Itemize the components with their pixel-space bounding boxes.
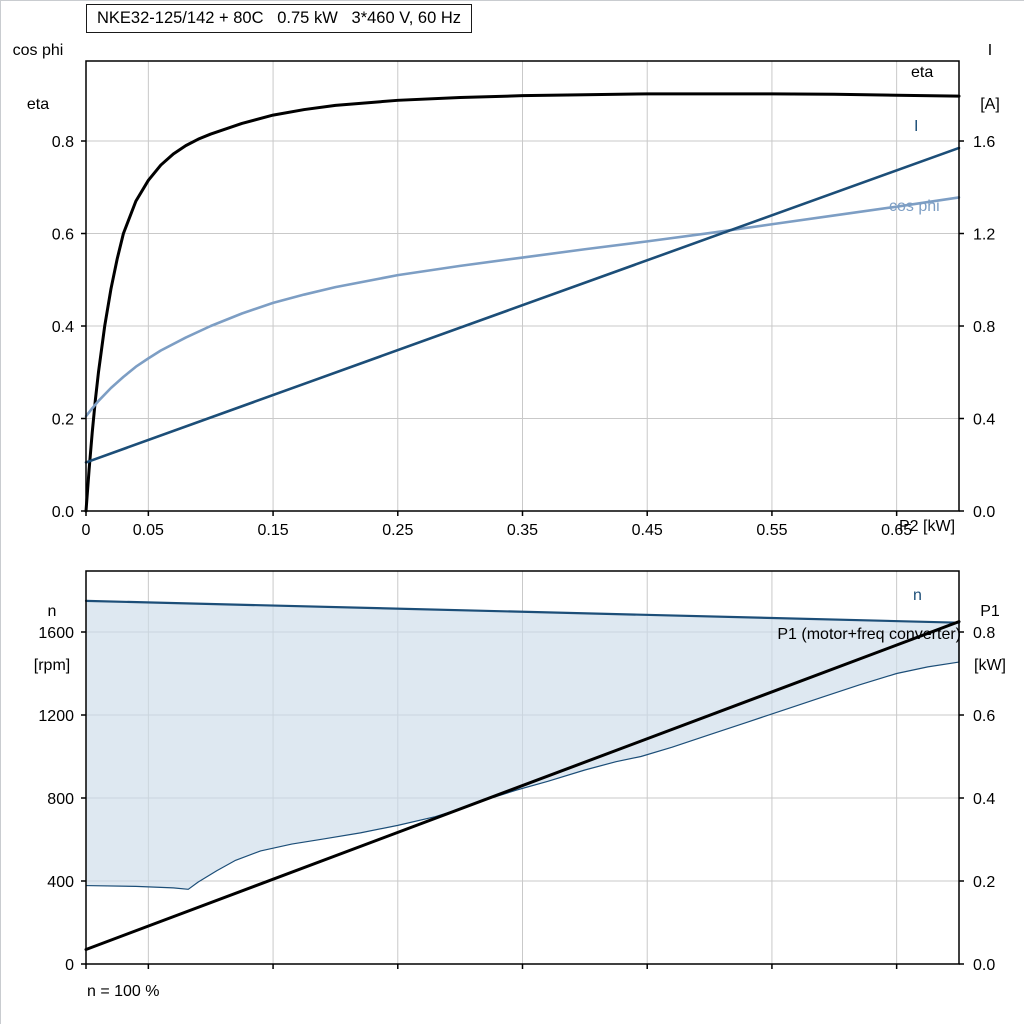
left-axis-title-unit-rpm: [rpm] bbox=[33, 657, 71, 674]
svg-text:0.65: 0.65 bbox=[881, 522, 912, 539]
svg-text:1.6: 1.6 bbox=[973, 134, 995, 151]
bottom-right-axis-title: P1 [kW] bbox=[959, 567, 1021, 711]
right-axis-title-unit-amps: [A] bbox=[980, 96, 1000, 113]
top-right-axis-title: I [A] bbox=[959, 6, 1021, 150]
svg-text:0.4: 0.4 bbox=[52, 319, 74, 336]
curve-label-speed: n bbox=[913, 587, 922, 604]
left-axis-title-eta: eta bbox=[26, 96, 50, 113]
curve-label-p1: P1 (motor+freq converter) bbox=[777, 626, 961, 643]
svg-text:0.25: 0.25 bbox=[382, 522, 413, 539]
top-left-axis-title: cos phi eta bbox=[5, 6, 71, 150]
svg-text:1600: 1600 bbox=[38, 625, 74, 642]
svg-text:0.8: 0.8 bbox=[52, 134, 74, 151]
svg-text:0.0: 0.0 bbox=[973, 504, 995, 521]
svg-text:0.6: 0.6 bbox=[52, 227, 74, 244]
svg-text:0: 0 bbox=[82, 522, 91, 539]
left-axis-title-cos-phi: cos phi bbox=[12, 42, 64, 59]
right-axis-title-unit-kw: [kW] bbox=[974, 657, 1006, 674]
svg-text:0.05: 0.05 bbox=[133, 522, 164, 539]
right-axis-title-p1: P1 bbox=[980, 603, 1000, 620]
svg-text:0.4: 0.4 bbox=[973, 791, 995, 808]
svg-text:0.35: 0.35 bbox=[507, 522, 538, 539]
curve-label-current: I bbox=[914, 118, 919, 135]
curve-label-cos-phi: cos phi bbox=[889, 198, 940, 215]
svg-text:0.8: 0.8 bbox=[973, 625, 995, 642]
svg-text:0.4: 0.4 bbox=[973, 412, 995, 429]
chart-title: NKE32-125/142 + 80C 0.75 kW 3*460 V, 60 … bbox=[86, 4, 472, 33]
right-axis-title-current: I bbox=[987, 42, 993, 59]
speed-footnote: n = 100 % bbox=[87, 983, 160, 1000]
svg-text:0.2: 0.2 bbox=[973, 874, 995, 891]
svg-text:0.0: 0.0 bbox=[52, 504, 74, 521]
x-axis-label-p2: P2 [kW] bbox=[899, 518, 956, 535]
svg-text:1200: 1200 bbox=[38, 708, 74, 725]
svg-text:0: 0 bbox=[65, 957, 74, 974]
svg-text:0.6: 0.6 bbox=[973, 708, 995, 725]
svg-text:0.15: 0.15 bbox=[258, 522, 289, 539]
svg-text:0.45: 0.45 bbox=[632, 522, 663, 539]
left-axis-title-speed: n bbox=[47, 603, 57, 620]
svg-text:1.2: 1.2 bbox=[973, 227, 995, 244]
svg-text:400: 400 bbox=[47, 874, 74, 891]
curve-label-eta: eta bbox=[911, 64, 934, 81]
svg-text:800: 800 bbox=[47, 791, 74, 808]
svg-text:0.2: 0.2 bbox=[52, 412, 74, 429]
svg-text:0.55: 0.55 bbox=[756, 522, 787, 539]
bottom-left-axis-title: n [rpm] bbox=[19, 567, 85, 711]
svg-text:0.8: 0.8 bbox=[973, 319, 995, 336]
svg-text:0.0: 0.0 bbox=[973, 957, 995, 974]
